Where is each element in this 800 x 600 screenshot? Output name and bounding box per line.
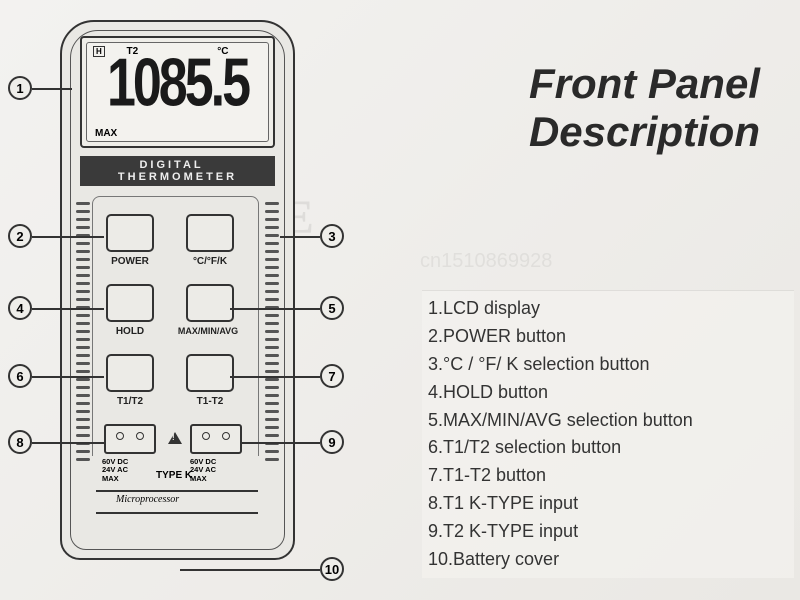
separator-line (96, 490, 258, 492)
max-min-avg-button[interactable] (186, 284, 234, 322)
legend-item-4: 4.HOLD button (428, 379, 788, 407)
callout-7: 7 (320, 364, 344, 388)
unit-button[interactable] (186, 214, 234, 252)
lead-2 (32, 236, 104, 238)
lead-3 (280, 236, 320, 238)
lead-9 (240, 442, 320, 444)
callout-10: 10 (320, 557, 344, 581)
t2-rating: 60V DC 24V AC MAX (190, 458, 250, 483)
device-label-bar: DIGITAL THERMOMETER (80, 156, 275, 186)
lead-6 (32, 376, 104, 378)
t2-input-jack[interactable] (190, 424, 242, 454)
legend-item-9: 9.T2 K-TYPE input (428, 518, 788, 546)
warning-icon (168, 432, 182, 444)
callout-8: 8 (8, 430, 32, 454)
legend-item-2: 2.POWER button (428, 323, 788, 351)
legend-item-7: 7.T1-T2 button (428, 462, 788, 490)
t1-t2-select-button[interactable] (106, 354, 154, 392)
callout-5: 5 (320, 296, 344, 320)
callout-3: 3 (320, 224, 344, 248)
lead-5 (230, 308, 320, 310)
device-outline: H T2 °C 1085.5 MAX DIGITAL THERMOMETER P… (60, 20, 295, 560)
t1-minus-t2-button[interactable] (186, 354, 234, 392)
lcd-max-label: MAX (95, 128, 117, 139)
grip-right (265, 197, 279, 458)
unit-button-label: °C/°F/K (170, 256, 250, 267)
separator-line-2 (96, 512, 258, 514)
max-min-avg-button-label: MAX/MIN/AVG (168, 326, 248, 336)
legend-list: 1.LCD display 2.POWER button 3.°C / °F/ … (422, 290, 794, 578)
legend-item-1: 1.LCD display (428, 295, 788, 323)
lead-1 (32, 88, 72, 90)
lead-4 (32, 308, 104, 310)
hold-button[interactable] (106, 284, 154, 322)
lcd-reading: 1085.5 (91, 49, 264, 132)
power-button-label: POWER (90, 256, 170, 267)
lead-10 (180, 569, 320, 571)
rating-max: MAX (102, 475, 162, 483)
legend-item-8: 8.T1 K-TYPE input (428, 490, 788, 518)
lcd-frame: H T2 °C 1085.5 MAX (80, 36, 275, 148)
rating-max-2: MAX (190, 475, 250, 483)
t1-minus-t2-label: T1-T2 (170, 396, 250, 407)
page-title: Front Panel Description (529, 60, 760, 157)
callout-4: 4 (8, 296, 32, 320)
callout-6: 6 (8, 364, 32, 388)
legend-item-3: 3.°C / °F/ K selection button (428, 351, 788, 379)
legend-item-10: 10.Battery cover (428, 546, 788, 574)
callout-9: 9 (320, 430, 344, 454)
type-k-label: TYPE K (156, 470, 192, 481)
hold-button-label: HOLD (90, 326, 170, 337)
device-label-right: THERMOMETER (118, 171, 237, 183)
title-line-1: Front Panel (529, 60, 760, 108)
lcd-display: H T2 °C 1085.5 MAX (86, 42, 269, 142)
t1-t2-select-label: T1/T2 (90, 396, 170, 407)
page: { "title_line1": "Front Panel", "title_l… (0, 0, 800, 600)
lead-8 (32, 442, 104, 444)
lead-7 (230, 376, 320, 378)
legend-item-6: 6.T1/T2 selection button (428, 434, 788, 462)
microprocessor-label: Microprocessor (116, 494, 179, 505)
t1-input-jack[interactable] (104, 424, 156, 454)
legend-item-5: 5.MAX/MIN/AVG selection button (428, 407, 788, 435)
device-label-left: DIGITAL (139, 159, 203, 171)
watermark-sub: cn1510869928 (420, 250, 552, 273)
power-button[interactable] (106, 214, 154, 252)
callout-2: 2 (8, 224, 32, 248)
callout-1: 1 (8, 76, 32, 100)
t1-rating: 60V DC 24V AC MAX (102, 458, 162, 483)
title-line-2: Description (529, 108, 760, 156)
